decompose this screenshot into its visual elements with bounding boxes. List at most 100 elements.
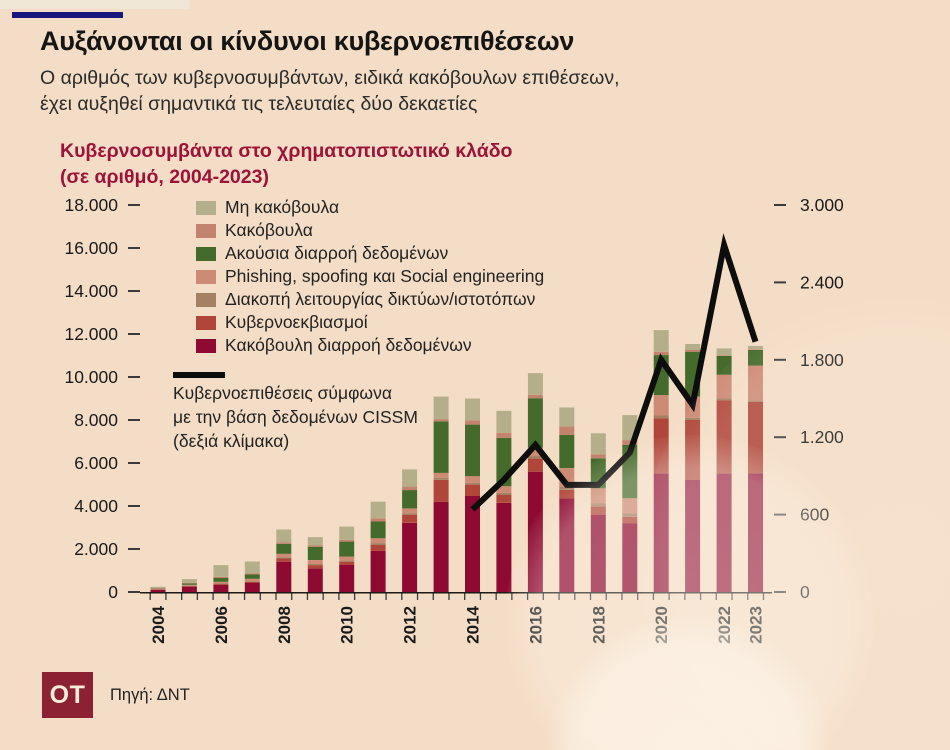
bar-segment-extortion-2013 — [433, 480, 449, 502]
bar-segment-malicious-2022 — [716, 355, 732, 356]
bar-segment-non_malicious-2017 — [559, 407, 575, 427]
bar-segment-non_malicious-2023 — [748, 345, 763, 350]
axis-tick-label: 2004 — [149, 605, 168, 643]
cissm-line-swatch — [173, 372, 225, 378]
bar-segment-malicious-2014 — [465, 420, 480, 425]
bar-segment-non_malicious-2022 — [716, 348, 732, 356]
axis-tick-label: 2018 — [589, 606, 608, 644]
annotation-line-3: (δεξιά κλίμακα) — [173, 430, 290, 451]
legend-item: Μη κακόβουλα — [196, 196, 544, 219]
ot-logo-text: OT — [49, 680, 86, 709]
legend-label: Κακόβουλα — [225, 220, 313, 240]
bar-segment-malicious-2008 — [276, 542, 292, 544]
bar-segment-extortion-2010 — [339, 561, 355, 565]
axis-tick-label: 2.400 — [800, 272, 844, 292]
bar-segment-disruption-2005 — [181, 585, 197, 587]
legend-label: Κυβερνοεκβιασμοί — [225, 312, 368, 332]
bar-segment-phishing-2020 — [653, 395, 669, 416]
bar-segment-non_malicious-2014 — [465, 398, 480, 421]
bar-segment-malicious_leak-2011 — [370, 550, 386, 592]
legend-swatch-malicious — [196, 223, 216, 238]
bar-segment-phishing-2008 — [276, 553, 292, 558]
axis-tick-label: 14.000 — [64, 281, 118, 301]
bar-segment-malicious_leak-2004 — [150, 589, 166, 592]
bar-segment-disruption-2014 — [465, 482, 480, 485]
bar-segment-extortion-2023 — [748, 401, 763, 474]
bar-segment-extortion-2015 — [496, 495, 512, 503]
bar-segment-malicious-2016 — [527, 394, 543, 399]
bar-segment-non_malicious-2004 — [150, 586, 166, 589]
bar-segment-non_malicious-2005 — [181, 579, 197, 583]
axis-tick-label: 0 — [108, 582, 118, 602]
bar-segment-phishing-2014 — [465, 476, 480, 483]
axis-tick-label: 600 — [800, 505, 829, 525]
bar-segment-malicious_leak-2006 — [213, 584, 229, 592]
legend-item: Phishing, spoofing και Social engineerin… — [196, 265, 544, 288]
bar-segment-phishing-2011 — [370, 538, 386, 543]
bar-segment-malicious-2019 — [622, 440, 638, 445]
ot-logo: OT — [42, 672, 93, 718]
bar-segment-malicious-2013 — [433, 419, 449, 422]
bar-segment-disruption-2010 — [339, 560, 355, 562]
axis-tick-label: 16.000 — [64, 238, 118, 258]
bar-segment-phishing-2007 — [244, 578, 260, 582]
bar-segment-non_malicious-2021 — [685, 344, 701, 350]
annotation-line-2: με την βάση δεδομένων CISSM — [173, 406, 418, 427]
bar-segment-malicious-2010 — [339, 540, 355, 542]
bar-segment-malicious_leak-2008 — [276, 561, 292, 592]
bar-segment-extortion-2005 — [181, 586, 197, 587]
axis-tick-label: 2008 — [275, 606, 294, 644]
subtitle-line-2: έχει αυξηθεί σημαντικά τις τελευταίες δύ… — [40, 92, 478, 115]
bar-segment-unintended_leak-2008 — [276, 543, 292, 554]
bar-segment-malicious-2012 — [402, 486, 418, 490]
bar-segment-unintended_leak-2022 — [716, 355, 732, 375]
axis-tick-label: 8.000 — [74, 410, 118, 430]
bar-segment-phishing-2019 — [622, 498, 638, 514]
bar-segment-disruption-2006 — [213, 583, 229, 584]
chart-legend: Μη κακόβουλα Κακόβουλα Ακούσια διαρροή δεδ… — [196, 196, 544, 357]
axis-tick-label: 2.000 — [74, 539, 118, 559]
bar-segment-disruption-2021 — [685, 417, 701, 420]
bar-segment-non_malicious-2013 — [433, 396, 449, 420]
bar-segment-unintended_leak-2009 — [307, 546, 323, 560]
axis-tick-label: 2012 — [401, 606, 420, 644]
annotation-cissm: Κυβερνοεπιθέσεις σύμφωνα με την βάση δεδ… — [173, 382, 453, 453]
bar-segment-extortion-2006 — [213, 584, 229, 585]
bar-segment-malicious_leak-2005 — [181, 586, 197, 592]
bar-segment-disruption-2007 — [244, 581, 260, 582]
bar-segment-phishing-2004 — [150, 588, 166, 590]
bar-segment-malicious_leak-2012 — [402, 522, 418, 592]
axis-tick-label: 1.800 — [800, 350, 844, 370]
bar-segment-unintended_leak-2016 — [527, 398, 543, 448]
bar-segment-extortion-2011 — [370, 545, 386, 551]
bar-segment-malicious-2004 — [150, 588, 166, 589]
bar-segment-non_malicious-2009 — [307, 537, 323, 546]
bar-segment-unintended_leak-2010 — [339, 541, 355, 557]
bar-segment-phishing-2023 — [748, 365, 763, 401]
axis-tick-label: 2022 — [715, 606, 734, 644]
bar-segment-extortion-2018 — [590, 506, 606, 515]
bar-segment-disruption-2012 — [402, 513, 418, 515]
bar-segment-disruption-2017 — [559, 486, 575, 490]
axis-tick-label: 2020 — [652, 606, 671, 644]
bar-segment-non_malicious-2018 — [590, 433, 606, 455]
bar-segment-phishing-2022 — [716, 374, 732, 399]
chart-title: Κυβερνοσυμβάντα στο χρηματοπιστωτικό κλά… — [60, 139, 760, 190]
bar-segment-unintended_leak-2006 — [213, 577, 229, 582]
bar-segment-malicious_leak-2016 — [527, 471, 543, 592]
subtitle-line-1: Ο αριθμός των κυβερνοσυμβάντων, ειδικά κ… — [40, 67, 620, 89]
legend-item: Διακοπή λειτουργίας δικτύων/ιστοτόπων — [196, 288, 544, 311]
axis-tick-label: 12.000 — [64, 324, 118, 344]
legend-item: Ακούσια διαρροή δεδομένων — [196, 242, 544, 265]
bar-segment-malicious_leak-2010 — [339, 565, 355, 592]
legend-label: Phishing, spoofing και Social engineerin… — [225, 266, 545, 286]
bar-segment-non_malicious-2011 — [370, 501, 386, 519]
bar-segment-disruption-2008 — [276, 557, 292, 559]
bar-segment-disruption-2023 — [748, 400, 763, 402]
bar-segment-unintended_leak-2012 — [402, 490, 418, 509]
bar-segment-malicious_leak-2019 — [622, 523, 638, 592]
bar-segment-unintended_leak-2023 — [748, 349, 763, 366]
bar-segment-malicious-2006 — [213, 577, 229, 578]
axis-tick-label: 2023 — [747, 606, 766, 644]
